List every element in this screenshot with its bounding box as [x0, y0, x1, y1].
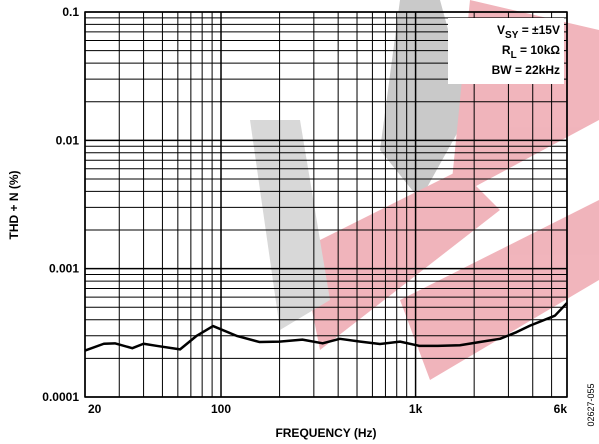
- annotation: VSY = ±15V: [497, 23, 560, 41]
- figure-id: 02627-055: [586, 383, 596, 426]
- annotation-part: = 10kΩ: [517, 43, 561, 57]
- y-tick-label: 0.01: [56, 133, 80, 147]
- annotation: RL = 10kΩ: [502, 43, 560, 61]
- annotation-part: BW = 22kHz: [492, 63, 560, 77]
- x-axis-label: FREQUENCY (Hz): [275, 426, 376, 440]
- annotation-part: L: [511, 50, 517, 61]
- y-tick-label: 0.0001: [42, 390, 79, 404]
- x-tick-label: 100: [211, 402, 231, 416]
- plot-frame: [84, 11, 568, 398]
- watermark-shape: [380, 0, 470, 200]
- y-axis-label: THD + N (%): [7, 170, 21, 239]
- annotation-part: SY: [505, 30, 519, 41]
- watermark-shape: [250, 120, 330, 330]
- watermark-shape: [400, 200, 599, 380]
- x-tick-label: 1k: [409, 402, 423, 416]
- annotation-box: [448, 18, 564, 84]
- annotation-part: = ±15V: [518, 23, 560, 37]
- watermark-shape: [300, 170, 500, 350]
- y-tick-label: 0.1: [62, 5, 79, 19]
- x-tick-label: 6k: [554, 402, 568, 416]
- data-line: [84, 302, 568, 352]
- y-tick-label: 0.001: [49, 262, 79, 276]
- x-tick-label: 20: [88, 402, 102, 416]
- annotation-part: V: [497, 23, 505, 37]
- annotation-part: R: [502, 43, 511, 57]
- annotation: BW = 22kHz: [492, 63, 560, 77]
